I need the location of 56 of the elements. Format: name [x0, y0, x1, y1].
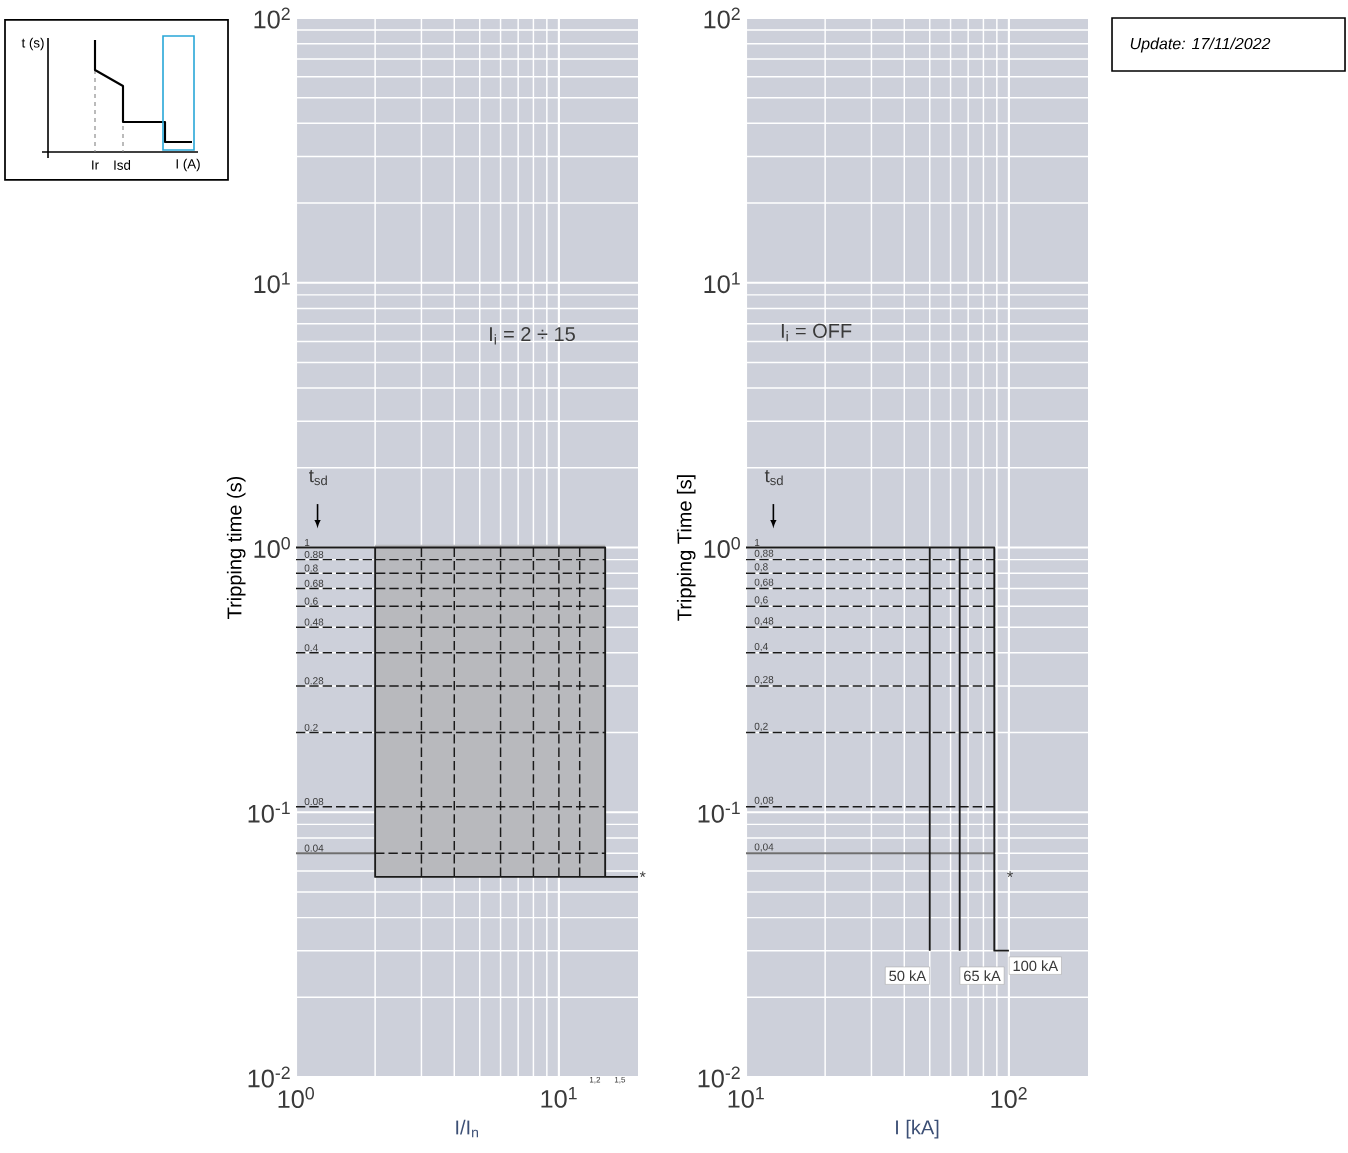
y-tick-label: 10$^{-1}$ — [248, 801, 290, 823]
x-tick-label: 10$^{1}$ — [728, 1087, 764, 1108]
y-tick-label: 10$^{-1}$ — [698, 801, 740, 823]
text: I (A) — [176, 158, 200, 172]
annotation: * — [1007, 871, 1013, 877]
y-tick-label: 10$^{-2}$ — [698, 1066, 740, 1088]
annotation: 100 kA — [1013, 960, 1059, 972]
series-label: 0.04 — [304, 844, 324, 852]
x-tick-label: 10$^{1}$ — [541, 1087, 577, 1108]
series-label: 0.88 — [304, 550, 324, 559]
series-label: 0,88 — [754, 549, 774, 559]
series-label: 0.8 — [304, 564, 318, 572]
annotation: 50 kA — [889, 970, 927, 982]
annotation: 1,5 — [614, 1076, 626, 1084]
series-label: 0.28 — [304, 677, 324, 685]
series-label: 0.68 — [304, 579, 324, 587]
series-label: 0,28 — [754, 676, 774, 685]
annotation: t$_{sd}$ — [764, 470, 783, 486]
series-label: 0.4 — [304, 644, 318, 652]
annotation: 1,2 — [589, 1076, 601, 1084]
series-label: 0.2 — [304, 723, 318, 731]
y-tick-label: 10$^{-2}$ — [248, 1066, 290, 1088]
y-tick-label: 10$^{2}$ — [704, 7, 740, 29]
text: t (s) — [21, 37, 44, 51]
text: Update: 17/11/2022 — [1130, 37, 1271, 53]
y-axis-title: Tripping time (s) — [226, 476, 246, 619]
series-label: 1 — [755, 539, 760, 546]
y-tick-label: 10$^{1}$ — [254, 272, 290, 294]
series-label: 0.6 — [304, 597, 318, 605]
series-label: 0,6 — [754, 596, 768, 605]
series-label: 0.48 — [304, 618, 324, 626]
y-tick-label: 10$^{0}$ — [254, 537, 290, 558]
y-tick-label: 10$^{1}$ — [704, 272, 740, 294]
series-label: 0,04 — [754, 843, 774, 852]
annotation: 65 kA — [964, 970, 1001, 982]
series-label: 0,68 — [754, 578, 774, 587]
annotation: I$_{i}$ = OFF — [781, 323, 852, 342]
annotation: I$_{i}$ = 2 ÷ 15 — [490, 326, 575, 345]
x-axis-title: I [kA] — [896, 1119, 939, 1139]
series-label: 0,4 — [754, 642, 768, 652]
annotation: * — [639, 871, 646, 877]
text: Ir — [92, 160, 99, 170]
x-tick-label: 10$^{2}$ — [991, 1087, 1027, 1109]
series-label: 0,08 — [754, 796, 774, 806]
x-tick-label: 10$^{0}$ — [278, 1087, 314, 1109]
y-axis-title: Tripping Time [s] — [676, 475, 696, 621]
series-label: 0.08 — [304, 797, 324, 806]
annotation: t$_{sd}$ — [309, 470, 327, 486]
x-axis-title: I/I$_{n}$ — [456, 1119, 478, 1138]
y-tick-label: 10$^{0}$ — [704, 537, 740, 558]
y-tick-label: 10$^{2}$ — [254, 7, 290, 29]
series-label: 1 — [305, 539, 310, 546]
series-label: 0,2 — [754, 722, 768, 731]
series-label: 0,48 — [754, 617, 774, 626]
series-label: 0,8 — [754, 563, 768, 572]
text: Isd — [114, 160, 131, 170]
